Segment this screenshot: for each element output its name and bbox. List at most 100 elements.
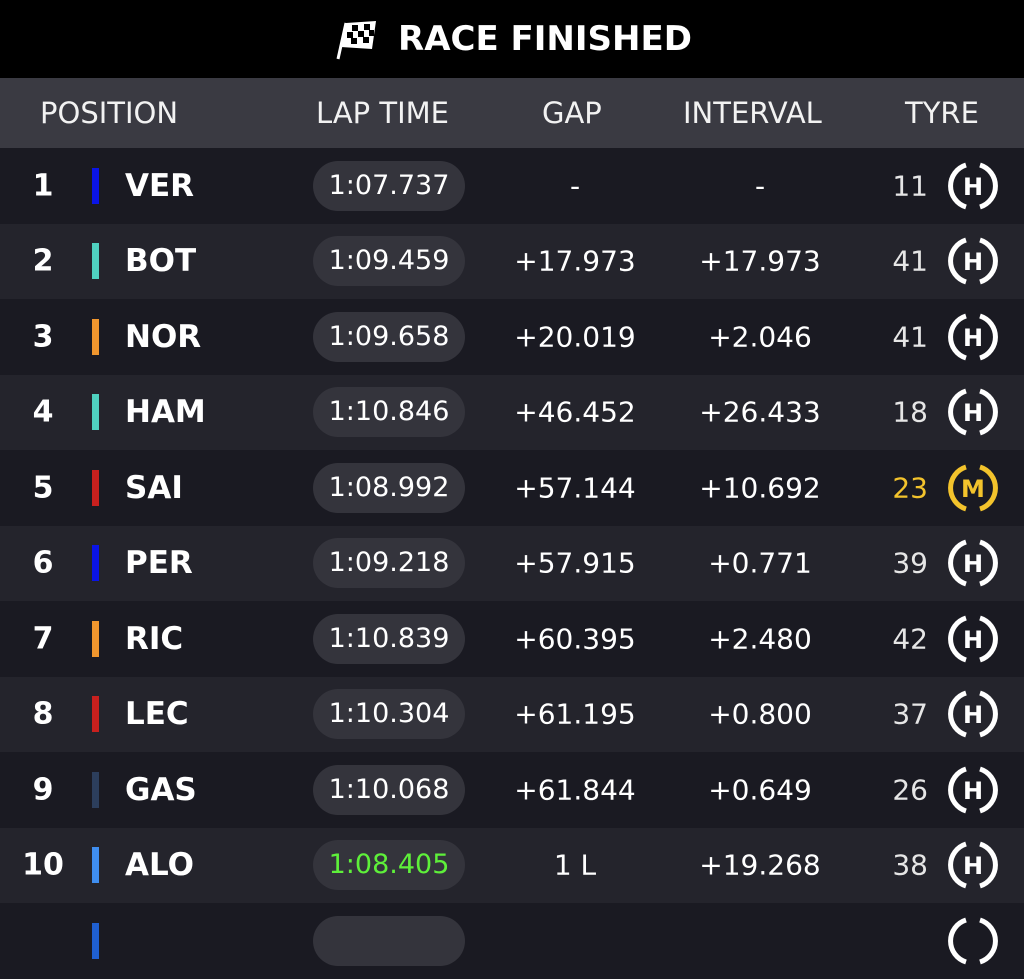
lap-time-pill bbox=[313, 915, 465, 966]
position-number: 2 bbox=[32, 243, 54, 279]
page-title: RACE FINISHED bbox=[398, 19, 692, 59]
interval-value: +0.771 bbox=[708, 546, 812, 580]
tyre-laps: 38 bbox=[892, 848, 928, 882]
tyre-compound-icon: H bbox=[946, 763, 1000, 817]
interval-value: +10.692 bbox=[699, 471, 821, 505]
tyre-compound-label: H bbox=[963, 550, 983, 578]
standings-row[interactable]: 1 VER 1:07.737 - - 11 H bbox=[0, 148, 1024, 224]
tyre-compound-label: M bbox=[961, 475, 985, 503]
tyre-compound-icon: H bbox=[946, 310, 1000, 364]
tyre-laps: 39 bbox=[892, 546, 928, 580]
gap-value: +60.395 bbox=[514, 622, 636, 656]
team-color-bar bbox=[92, 167, 99, 204]
tyre-compound-label: H bbox=[963, 852, 983, 880]
driver-code: NOR bbox=[125, 318, 202, 355]
driver-code: SAI bbox=[125, 469, 183, 506]
lap-time-pill: 1:10.839 bbox=[313, 613, 465, 664]
tyre-compound-icon: M bbox=[946, 461, 1000, 515]
team-color-bar bbox=[92, 243, 99, 280]
standings-row[interactable]: 4 HAM 1:10.846 +46.452 +26.433 18 H bbox=[0, 374, 1024, 450]
tyre-compound-label: H bbox=[963, 324, 983, 352]
standings-row[interactable]: 2 BOT 1:09.459 +17.973 +17.973 41 H bbox=[0, 223, 1024, 299]
driver-code: VER bbox=[125, 167, 195, 204]
tyre-laps: 41 bbox=[892, 244, 928, 278]
interval-value: +0.649 bbox=[708, 773, 812, 807]
tyre-laps: 26 bbox=[892, 773, 928, 807]
standings-row[interactable]: 7 RIC 1:10.839 +60.395 +2.480 42 H bbox=[0, 601, 1024, 677]
team-color-bar bbox=[92, 922, 99, 959]
team-color-bar bbox=[92, 847, 99, 884]
position-number: 10 bbox=[22, 847, 64, 883]
gap-value: +17.973 bbox=[514, 244, 636, 278]
driver-code: PER bbox=[125, 545, 193, 582]
lap-time-pill: 1:09.459 bbox=[313, 236, 465, 287]
interval-value: +17.973 bbox=[699, 244, 821, 278]
lap-time-pill: 1:09.218 bbox=[313, 538, 465, 589]
lap-time-pill: 1:09.658 bbox=[313, 311, 465, 362]
driver-code: HAM bbox=[125, 394, 206, 431]
gap-value: - bbox=[569, 169, 581, 203]
lap-time-pill: 1:08.992 bbox=[313, 462, 465, 513]
standings-row[interactable]: 5 SAI 1:08.992 +57.144 +10.692 23 M bbox=[0, 450, 1024, 526]
team-color-bar bbox=[92, 318, 99, 355]
tyre-compound-label: H bbox=[963, 173, 983, 201]
lap-time-pill: 1:07.737 bbox=[313, 160, 465, 211]
standings-row[interactable]: 9 GAS 1:10.068 +61.844 +0.649 26 H bbox=[0, 752, 1024, 828]
team-color-bar bbox=[92, 620, 99, 657]
interval-value: - bbox=[754, 169, 766, 203]
position-number: 5 bbox=[32, 470, 54, 506]
tyre-compound-icon bbox=[946, 914, 1000, 968]
tyre-laps: 11 bbox=[892, 169, 928, 203]
tyre-compound-label: H bbox=[963, 248, 983, 276]
interval-value: +0.800 bbox=[708, 697, 812, 731]
column-interval: INTERVAL bbox=[683, 96, 822, 130]
tyre-compound-icon: H bbox=[946, 612, 1000, 666]
position-number: 4 bbox=[32, 394, 54, 430]
tyre-laps: 18 bbox=[892, 395, 928, 429]
tyre-compound-label: H bbox=[963, 399, 983, 427]
lap-time-pill: 1:08.405 bbox=[313, 840, 465, 891]
standings-row[interactable] bbox=[0, 903, 1024, 979]
tyre-compound-icon: H bbox=[946, 536, 1000, 590]
tyre-compound-icon: H bbox=[946, 385, 1000, 439]
lap-time-pill: 1:10.304 bbox=[313, 689, 465, 740]
column-lap-time: LAP TIME bbox=[316, 96, 449, 130]
gap-value: +61.844 bbox=[514, 773, 636, 807]
interval-value: +2.480 bbox=[708, 622, 812, 656]
tyre-laps: 41 bbox=[892, 320, 928, 354]
standings-row[interactable]: 6 PER 1:09.218 +57.915 +0.771 39 H bbox=[0, 525, 1024, 601]
column-tyre: TYRE bbox=[905, 96, 979, 130]
checkered-flag-icon bbox=[336, 21, 377, 60]
team-color-bar bbox=[92, 545, 99, 582]
gap-value: +61.195 bbox=[514, 697, 636, 731]
driver-code: RIC bbox=[125, 620, 184, 657]
position-number: 1 bbox=[32, 168, 54, 204]
column-position: POSITION bbox=[40, 96, 179, 130]
team-color-bar bbox=[92, 394, 99, 431]
team-color-bar bbox=[92, 696, 99, 733]
driver-code: LEC bbox=[125, 696, 189, 733]
position-number: 8 bbox=[32, 696, 54, 732]
position-number: 7 bbox=[32, 621, 54, 657]
standings-table: 1 VER 1:07.737 - - 11 H 2 BOT 1:09.459 +… bbox=[0, 148, 1024, 979]
standings-row[interactable]: 8 LEC 1:10.304 +61.195 +0.800 37 H bbox=[0, 676, 1024, 752]
team-color-bar bbox=[92, 771, 99, 808]
driver-code: GAS bbox=[125, 771, 197, 808]
tyre-compound-icon: H bbox=[946, 234, 1000, 288]
column-header-row: POSITION LAP TIME GAP INTERVAL TYRE bbox=[0, 78, 1024, 148]
gap-value: 1 L bbox=[553, 848, 597, 882]
position-number: 9 bbox=[32, 772, 54, 808]
tyre-laps: 23 bbox=[892, 471, 928, 505]
standings-row[interactable]: 3 NOR 1:09.658 +20.019 +2.046 41 H bbox=[0, 299, 1024, 375]
tyre-compound-label: H bbox=[963, 777, 983, 805]
gap-value: +57.144 bbox=[514, 471, 636, 505]
standings-row[interactable]: 10 ALO 1:08.405 1 L +19.268 38 H bbox=[0, 827, 1024, 903]
tyre-laps: 42 bbox=[892, 622, 928, 656]
tyre-compound-icon: H bbox=[946, 838, 1000, 892]
gap-value: +57.915 bbox=[514, 546, 636, 580]
tyre-compound-icon: H bbox=[946, 687, 1000, 741]
driver-code: ALO bbox=[125, 847, 194, 884]
interval-value: +26.433 bbox=[699, 395, 821, 429]
tyre-compound-icon: H bbox=[946, 159, 1000, 213]
lap-time-pill: 1:10.846 bbox=[313, 387, 465, 438]
